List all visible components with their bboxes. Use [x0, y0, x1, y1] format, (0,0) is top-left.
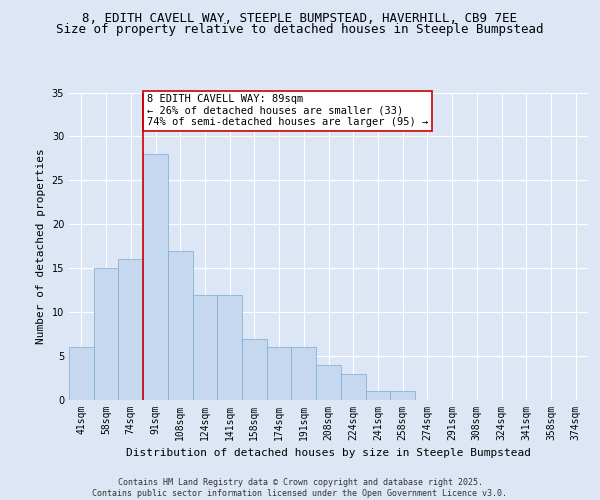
Bar: [365, 391, 390, 400]
Text: Contains HM Land Registry data © Crown copyright and database right 2025.
Contai: Contains HM Land Registry data © Crown c…: [92, 478, 508, 498]
Text: Size of property relative to detached houses in Steeple Bumpstead: Size of property relative to detached ho…: [56, 24, 544, 36]
Bar: [242, 338, 267, 400]
Bar: [316, 365, 341, 400]
Bar: [267, 348, 292, 400]
Y-axis label: Number of detached properties: Number of detached properties: [36, 148, 46, 344]
Bar: [217, 294, 242, 400]
Bar: [69, 348, 94, 400]
Bar: [341, 374, 365, 400]
Bar: [193, 294, 217, 400]
Text: 8, EDITH CAVELL WAY, STEEPLE BUMPSTEAD, HAVERHILL, CB9 7EE: 8, EDITH CAVELL WAY, STEEPLE BUMPSTEAD, …: [83, 12, 517, 26]
Bar: [168, 250, 193, 400]
X-axis label: Distribution of detached houses by size in Steeple Bumpstead: Distribution of detached houses by size …: [126, 448, 531, 458]
Bar: [143, 154, 168, 400]
Bar: [118, 260, 143, 400]
Bar: [390, 391, 415, 400]
Text: 8 EDITH CAVELL WAY: 89sqm
← 26% of detached houses are smaller (33)
74% of semi-: 8 EDITH CAVELL WAY: 89sqm ← 26% of detac…: [147, 94, 428, 128]
Bar: [94, 268, 118, 400]
Bar: [292, 348, 316, 400]
